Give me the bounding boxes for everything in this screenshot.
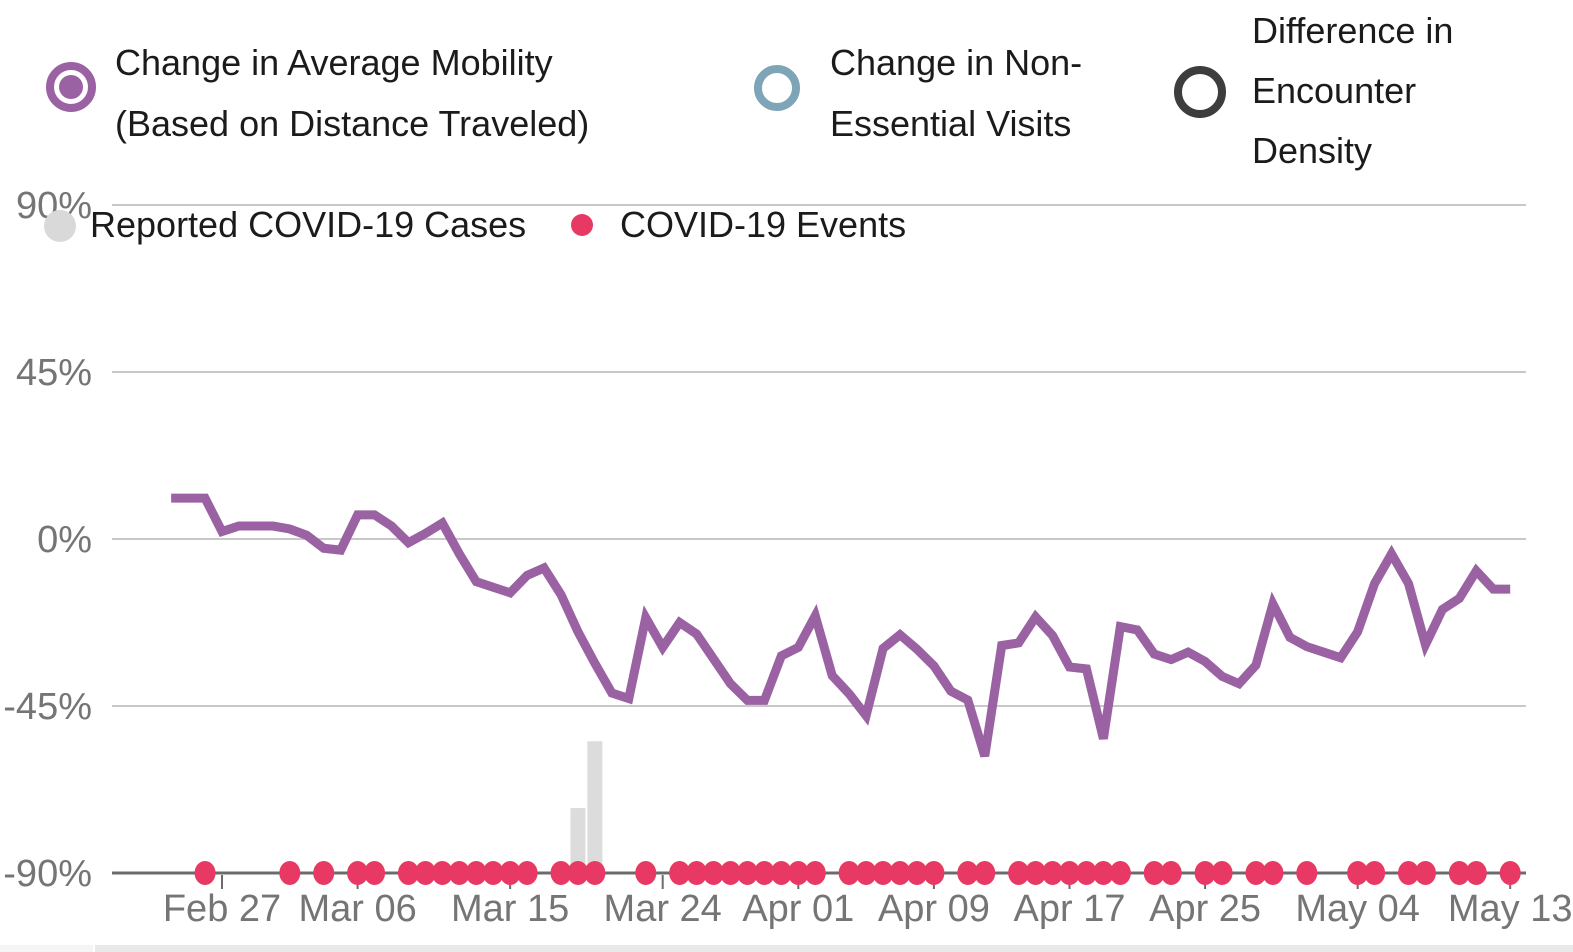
covid-event-dot[interactable] xyxy=(1059,860,1080,885)
covid-event-dot[interactable] xyxy=(313,860,335,885)
radio-selected-icon[interactable] xyxy=(46,62,96,112)
covid-event-dot[interactable] xyxy=(1025,860,1047,885)
covid-event-dot[interactable] xyxy=(669,860,691,885)
covid-event-dot[interactable] xyxy=(431,860,453,885)
covid-event-dot[interactable] xyxy=(1008,860,1030,885)
cases-dot-icon xyxy=(44,210,76,242)
covid-event-dot[interactable] xyxy=(703,860,725,885)
covid-event-dot[interactable] xyxy=(414,860,436,885)
covid-event-dot[interactable] xyxy=(279,860,301,885)
covid-event-dot[interactable] xyxy=(1160,860,1182,885)
covid-event-dot[interactable] xyxy=(787,860,809,885)
covid-event-dot[interactable] xyxy=(686,860,708,885)
covid-event-dot[interactable] xyxy=(974,860,996,885)
x-axis-label: Apr 09 xyxy=(878,888,990,930)
legend-label-line: Density xyxy=(1252,130,1373,171)
legend-label-line: Encounter xyxy=(1252,70,1417,111)
covid-event-dot[interactable] xyxy=(957,860,979,885)
x-axis-label: Apr 01 xyxy=(742,888,854,930)
covid-event-dot[interactable] xyxy=(838,860,860,885)
covid-event-dot[interactable] xyxy=(448,860,470,885)
covid-event-dot[interactable] xyxy=(1448,860,1470,885)
covid-event-dot[interactable] xyxy=(567,860,589,885)
covid-event-dot[interactable] xyxy=(635,860,657,885)
covid-event-dot[interactable] xyxy=(736,860,758,885)
covid-event-dot[interactable] xyxy=(364,860,386,885)
radio-unselected-icon[interactable] xyxy=(754,65,800,111)
scrollbar-corner xyxy=(0,945,93,952)
x-axis-label: Mar 15 xyxy=(451,888,569,930)
covid-event-dot[interactable] xyxy=(1109,860,1131,885)
x-axis-label: Apr 25 xyxy=(1149,888,1261,930)
covid-event-dot[interactable] xyxy=(770,860,792,885)
reported-cases-bar[interactable] xyxy=(587,741,603,873)
covid-event-dot[interactable] xyxy=(1364,860,1386,885)
covid-event-dot[interactable] xyxy=(855,860,877,885)
covid-event-dot[interactable] xyxy=(1075,860,1097,885)
mobility-line-series[interactable] xyxy=(171,493,1511,758)
covid-event-dot[interactable] xyxy=(1092,860,1114,885)
horizontal-scrollbar-track[interactable] xyxy=(95,945,1573,952)
y-axis-label: -45% xyxy=(3,686,92,728)
covid-event-dot[interactable] xyxy=(1398,860,1419,885)
legend-label-line: Difference in xyxy=(1252,10,1454,51)
x-axis-label: Mar 24 xyxy=(604,888,722,930)
covid-event-dot[interactable] xyxy=(194,860,216,885)
covid-event-dot[interactable] xyxy=(1042,860,1064,885)
covid-event-dot[interactable] xyxy=(584,860,606,885)
covid-event-dot[interactable] xyxy=(1211,860,1233,885)
covid-event-dot[interactable] xyxy=(482,860,504,885)
covid-event-dot[interactable] xyxy=(1499,860,1521,885)
y-axis-label: -90% xyxy=(3,853,92,895)
legend-label-line: (Based on Distance Traveled) xyxy=(115,103,590,144)
events-dot-icon xyxy=(571,214,593,236)
covid-event-dot[interactable] xyxy=(889,860,911,885)
x-axis-label: Apr 17 xyxy=(1014,888,1126,930)
covid-event-dot[interactable] xyxy=(397,860,419,885)
y-axis-label: 0% xyxy=(37,519,92,561)
covid-event-dot[interactable] xyxy=(516,860,538,885)
covid-event-dot[interactable] xyxy=(1194,860,1216,885)
x-axis-label: May 13 xyxy=(1448,888,1573,930)
y-axis-label: 45% xyxy=(16,352,92,394)
covid-event-dot[interactable] xyxy=(347,860,369,885)
legend-label-line: Change in Average Mobility xyxy=(115,42,553,83)
covid-event-dot[interactable] xyxy=(753,860,775,885)
radio-unselected-icon[interactable] xyxy=(1174,66,1226,118)
legend-label: Reported COVID-19 Cases xyxy=(90,204,527,245)
radio-dot-icon xyxy=(59,75,83,99)
covid-event-dot[interactable] xyxy=(1143,860,1165,885)
legend-label: COVID-19 Events xyxy=(620,204,907,245)
covid-event-dot[interactable] xyxy=(906,860,928,885)
legend-label-line: Change in Non- xyxy=(830,42,1083,83)
covid-event-dot[interactable] xyxy=(872,860,894,885)
covid-event-dot[interactable] xyxy=(465,860,487,885)
x-axis-label: May 04 xyxy=(1295,888,1420,930)
covid-event-dot[interactable] xyxy=(804,860,826,885)
legend-label-line: Essential Visits xyxy=(830,103,1072,144)
covid-event-dot[interactable] xyxy=(1245,860,1267,885)
x-axis-label: Mar 06 xyxy=(298,888,416,930)
covid-event-dot[interactable] xyxy=(1262,860,1284,885)
reported-cases-bar[interactable] xyxy=(570,808,586,873)
covid-event-dot[interactable] xyxy=(1347,860,1369,885)
covid-event-dot[interactable] xyxy=(720,860,741,885)
covid-event-dot[interactable] xyxy=(1296,860,1318,885)
covid-event-dot[interactable] xyxy=(1465,860,1487,885)
covid-event-dot[interactable] xyxy=(550,860,572,885)
x-axis-label: Feb 27 xyxy=(163,888,281,930)
covid-event-dot[interactable] xyxy=(1414,860,1436,885)
covid-event-dot[interactable] xyxy=(923,860,945,885)
covid-event-dot[interactable] xyxy=(499,860,521,885)
